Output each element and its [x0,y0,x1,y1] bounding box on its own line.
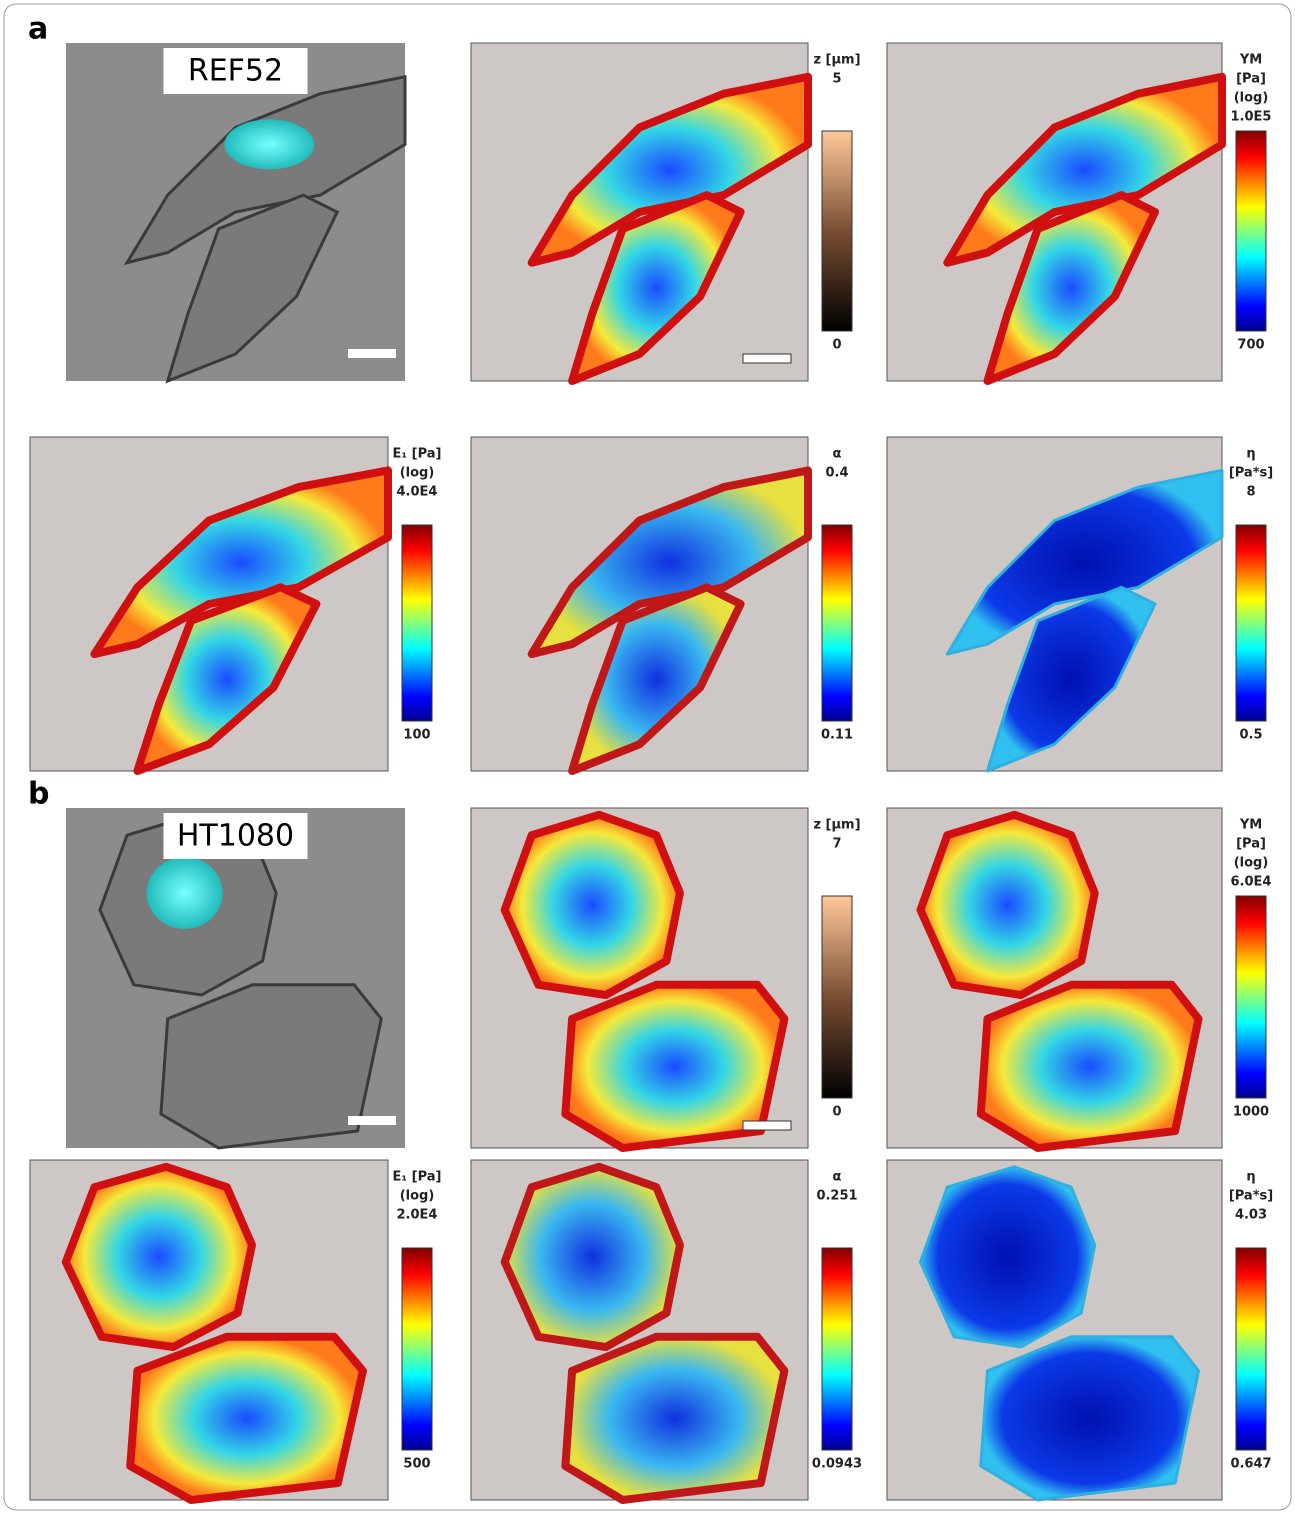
colorbar-max: 6.0E4 [1231,875,1272,890]
cell-map [505,815,680,995]
colorbar-min: 0.0943 [812,1457,862,1472]
colorbar-title: [Pa*s] [1229,466,1273,481]
colorbar-max: 0.251 [816,1189,857,1204]
cell-map [921,1167,1095,1347]
cell-map [981,1337,1199,1500]
scale-bar [743,1121,791,1130]
colorbar-title: YM [1239,818,1262,833]
colorbar [822,525,852,721]
colorbar-title: YM [1239,53,1262,68]
nucleus [224,119,314,169]
colorbar-min: 0 [832,1105,841,1120]
panel-label: a [28,12,48,47]
colorbar-min: 1000 [1233,1105,1269,1120]
cell-map [66,1167,252,1347]
scale-bar [348,1116,396,1125]
cell-line-caption: REF52 [188,54,283,89]
cell-map [505,1167,680,1347]
colorbar-title: [Pa] [1236,837,1266,852]
colorbar-min: 500 [403,1457,430,1472]
colorbar-max: 4.0E4 [397,485,438,500]
figure: a REF52 z [μm] 5 0 YM [Pa] (log) 1.0E5 700 E₁ [Pa]… [0,0,1295,1514]
colorbar-title: [Pa] [1236,72,1266,87]
colorbar-title: α [833,447,842,462]
colorbar-title: (log) [1234,856,1269,871]
colorbar-title: η [1246,1170,1255,1185]
colorbar-min: 0 [832,338,841,353]
colorbar-min: 700 [1237,338,1264,353]
colorbar-title: [Pa*s] [1229,1189,1273,1204]
nucleus [147,857,223,929]
colorbar-max: 7 [832,837,841,852]
colorbar [822,131,852,331]
colorbar [822,896,852,1098]
colorbar-title: η [1246,447,1255,462]
colorbar-title: z [μm] [813,818,860,833]
colorbar-min: 0.5 [1239,728,1262,743]
colorbar-max: 5 [832,72,841,87]
cell-map [921,815,1095,995]
colorbar-title: E₁ [Pa] [393,1170,442,1185]
scale-bar [743,354,791,363]
cell-map [565,1337,784,1500]
colorbar-max: 1.0E5 [1231,110,1272,125]
colorbar [1236,896,1266,1098]
colorbar-title: z [μm] [813,53,860,68]
panel-label: b [28,777,49,812]
colorbar-max: 2.0E4 [397,1208,438,1223]
colorbar-title: α [833,1170,842,1185]
colorbar-max: 0.4 [825,466,848,481]
colorbar-min: 100 [403,728,430,743]
colorbar-min: 0.647 [1230,1457,1271,1472]
colorbar-max: 8 [1246,485,1255,500]
colorbar [402,1248,432,1450]
colorbar [402,525,432,721]
colorbar-title: E₁ [Pa] [393,447,442,462]
cell-map [981,985,1199,1148]
scale-bar [348,349,396,358]
cell-map [130,1337,363,1500]
colorbar [1236,131,1266,331]
colorbar-max: 4.03 [1235,1208,1267,1223]
colorbar-title: (log) [400,466,435,481]
colorbar-title: (log) [400,1189,435,1204]
colorbar [1236,1248,1266,1450]
colorbar-min: 0.11 [821,728,853,743]
colorbar-title: (log) [1234,91,1269,106]
colorbar [1236,525,1266,721]
colorbar [822,1248,852,1450]
cell-line-caption: HT1080 [177,819,294,854]
